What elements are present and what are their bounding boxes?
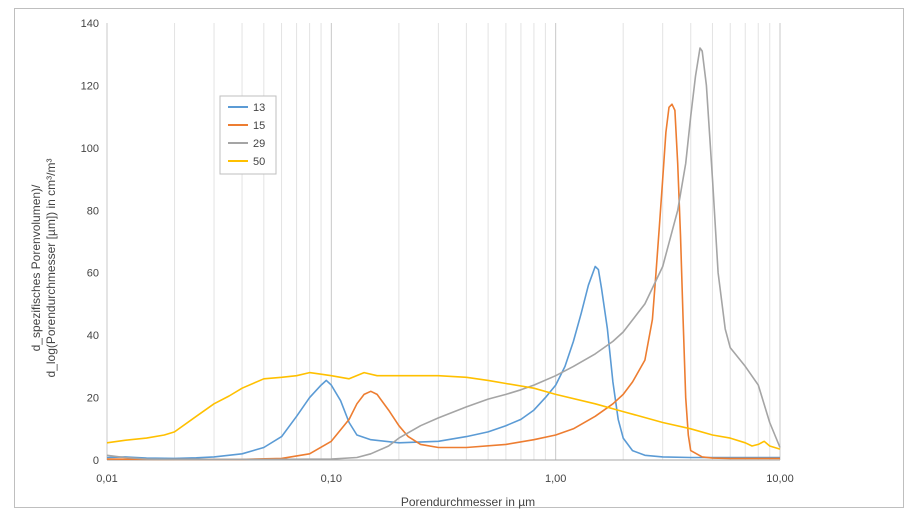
x-axis-title: Porendurchmesser in µm (401, 495, 535, 509)
series-lines (106, 47, 781, 461)
y-tick-label: 60 (87, 268, 99, 280)
y-tick-labels: 0 20 40 60 80 100 120 140 (81, 18, 99, 467)
x-tick-label: 10,00 (766, 473, 794, 485)
y-tick-label: 0 (93, 455, 99, 467)
chart-frame (14, 8, 904, 508)
legend-label-29: 29 (253, 138, 265, 150)
x-tick-label: 1,00 (545, 473, 566, 485)
y-tick-label: 100 (81, 143, 99, 155)
y-tick-label: 80 (87, 205, 99, 217)
legend-label-13: 13 (253, 102, 265, 114)
legend: 13 15 29 50 (219, 95, 277, 175)
y-tick-label: 40 (87, 330, 99, 342)
y-axis-title-line-2: d_log(Porendurchmesser [µm]) in cm³/m³ (44, 159, 58, 378)
series-line-13 (106, 265, 780, 460)
y-tick-label: 140 (81, 18, 99, 30)
grid (106, 23, 781, 460)
series-line-15 (106, 103, 780, 461)
y-axis-title-line-1: d_spezifisches Porenvolumen)/ (29, 184, 43, 351)
x-tick-label: 0,10 (321, 473, 342, 485)
y-axis-title: d_spezifisches Porenvolumen)/ d_log(Pore… (29, 159, 58, 378)
legend-label-15: 15 (253, 120, 265, 132)
legend-label-50: 50 (253, 156, 265, 168)
series-line-29 (106, 47, 781, 461)
y-tick-label: 20 (87, 393, 99, 405)
y-tick-label: 120 (81, 80, 99, 92)
x-tick-labels: 0,01 0,10 1,00 10,00 (96, 473, 793, 485)
x-tick-label: 0,01 (96, 473, 117, 485)
series-line-50 (106, 371, 781, 450)
